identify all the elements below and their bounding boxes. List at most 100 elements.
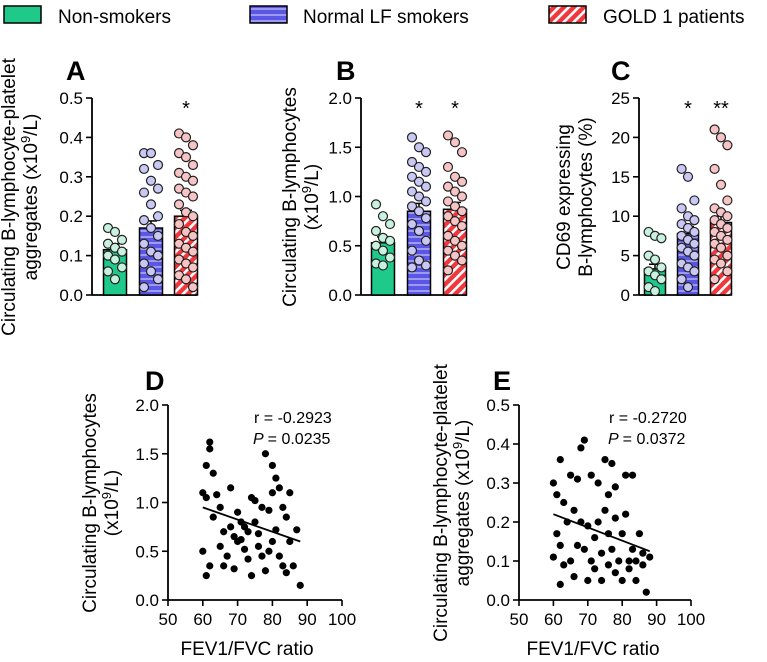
panel-e-point <box>601 456 609 464</box>
panel-a-y-tick-label: 0.3 <box>59 168 83 187</box>
panel-d-x-tick-label: 60 <box>193 610 212 629</box>
panel-e-point <box>639 549 647 557</box>
panel-d-point <box>268 537 276 546</box>
panel-a-y-label-suffix: /L) <box>21 114 42 136</box>
panel-a-point <box>138 258 150 269</box>
panel-d-point <box>265 506 273 514</box>
panel-c-point <box>676 163 687 175</box>
panel-b-point <box>406 262 418 273</box>
panel-e-point <box>577 444 585 452</box>
panel-e-point <box>570 506 578 514</box>
panel-d-y-tick-label: 0.0 <box>135 591 159 610</box>
panel-b-point <box>449 137 461 148</box>
panel-a-point <box>138 187 150 198</box>
panel-e-point <box>570 573 578 581</box>
panel-d: D Circulating B-lymphocytes (x109/L) FEV… <box>80 366 356 660</box>
panel-a-point <box>102 266 114 277</box>
legend-label-gold1-patients: GOLD 1 patients <box>603 7 745 28</box>
panel-e-y-label-line1: Circulating B-lymphocyte-platelet <box>431 363 452 641</box>
panel-d-point <box>279 562 287 570</box>
panel-e-y-label-line2: aggregates (x109/L) <box>450 420 474 587</box>
panel-a-point <box>145 148 157 159</box>
panel-c-y-tick-label: 5 <box>621 247 630 266</box>
panel-e-p-value: P = 0.0372 <box>608 431 686 448</box>
panel-d-plot: 0.0 0.5 1.0 1.5 2.0 50 60 70 80 90 100 <box>135 396 356 629</box>
panel-d-point <box>268 461 276 470</box>
panel-a-point <box>138 215 150 226</box>
panel-e-point <box>573 541 582 550</box>
legend-label-non-smokers: Non-smokers <box>58 7 171 28</box>
panel-d-point <box>227 523 235 531</box>
panel-a-point <box>180 152 192 163</box>
panel-a-point <box>109 226 121 238</box>
panel-d-x-tick-label: 50 <box>159 610 178 629</box>
panel-e-point <box>635 530 644 538</box>
panel-b-y-label: Circulating B-lymphocytes (x109/L) <box>280 87 323 307</box>
panel-a-point <box>145 266 157 277</box>
panel-a-y-tick-label: 0.0 <box>59 286 83 305</box>
panel-b-point <box>442 181 454 192</box>
panel-b-point <box>420 166 432 177</box>
panel-b-point <box>377 260 389 271</box>
panel-d-y-label-unit: (x10 <box>102 499 123 536</box>
panel-b-point <box>384 218 396 230</box>
panel-a-point <box>187 262 199 273</box>
panel-a-point <box>180 132 192 143</box>
panel-d-point <box>240 545 249 553</box>
panel-d-point <box>275 484 283 492</box>
panel-e-point <box>591 565 599 573</box>
panel-e-regression-line <box>553 513 651 553</box>
panel-d-point <box>216 542 224 550</box>
panel-a-y-tick-label: 0.4 <box>59 128 83 147</box>
panel-c-y-label: CD69 expressing B-lymphocytes (%) <box>554 117 597 276</box>
panel-a-point <box>109 274 121 285</box>
panel-d-point <box>258 552 266 560</box>
panel-a-point <box>180 274 192 285</box>
panel-b: B Circulating B-lymphocytes (x109/L) 0.0… <box>280 56 468 307</box>
panel-e-p-symbol: P <box>608 431 619 448</box>
panel-e-point <box>567 471 575 479</box>
panel-e-point <box>625 565 633 573</box>
panel-d-point <box>268 489 276 497</box>
panel-b-point <box>420 213 432 224</box>
panel-c-point <box>709 124 720 135</box>
panel-e-point <box>632 557 640 565</box>
panel-e-point <box>573 475 582 483</box>
panel-d-point <box>251 518 259 526</box>
panel-e-point <box>628 545 637 553</box>
panel-a: A Circulating B-lymphocyte-platelet aggr… <box>0 56 199 336</box>
panel-e-point <box>553 530 561 538</box>
panel-e-point <box>611 483 619 491</box>
panel-d-point <box>251 496 259 505</box>
panel-d-y-tick-label: 0.5 <box>135 542 159 561</box>
panel-b-point <box>377 245 389 256</box>
panel-a-y-label: Circulating B-lymphocyte-platelet aggreg… <box>0 57 42 335</box>
panel-a-y-label-unit: aggregates (x10 <box>21 143 42 280</box>
panel-b-point <box>449 201 461 212</box>
panel-d-y-tick-label: 1.0 <box>135 494 159 513</box>
panel-c-y-tick-label: 0 <box>621 286 630 305</box>
panel-a-point <box>145 222 157 234</box>
panel-d-point <box>265 547 273 555</box>
panel-b-significance-3: * <box>451 98 459 120</box>
panel-b-y-label-exponent: 9 <box>299 186 314 193</box>
panel-e-point <box>580 545 588 553</box>
panel-d-point <box>206 438 214 446</box>
panel-e-point <box>622 510 630 518</box>
panel-e-x-tick-label: 80 <box>613 610 632 629</box>
panel-c-point <box>715 179 727 190</box>
panel-b-y-tick-label: 0.0 <box>328 286 352 305</box>
panel-a-point <box>187 159 199 171</box>
panel-b-y-tick-label: 0.5 <box>328 237 352 256</box>
panel-b-point <box>449 250 461 261</box>
panel-a-point <box>173 218 185 230</box>
panel-b-y-tick-label: 2.0 <box>328 89 352 108</box>
panel-a-point <box>116 262 128 273</box>
panel-b-point <box>442 245 454 256</box>
panel-e-y-tick-label: 0.3 <box>486 474 510 493</box>
panel-d-point <box>220 528 228 536</box>
panel-b-point <box>420 196 432 207</box>
panel-d-point <box>293 526 301 534</box>
panel-e-point <box>632 576 640 585</box>
